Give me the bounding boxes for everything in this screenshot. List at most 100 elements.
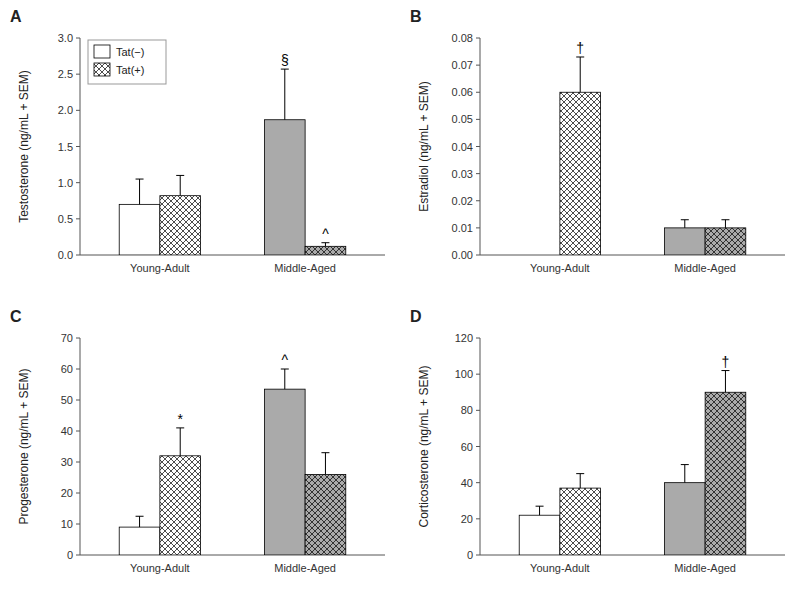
y-tick — [76, 555, 80, 556]
y-tick — [476, 255, 480, 256]
y-tick-label: 3.0 — [58, 32, 73, 44]
bar — [560, 488, 601, 555]
y-tick — [76, 431, 80, 432]
y-tick — [76, 493, 80, 494]
y-tick — [476, 38, 480, 39]
y-tick — [76, 524, 80, 525]
y-tick-label: 0.01 — [452, 222, 473, 234]
error-bar — [281, 69, 289, 120]
y-tick — [476, 227, 480, 228]
y-label: Estradiol (ng/mL + SEM) — [417, 81, 431, 212]
panel: C010203040506070Progesterone (ng/mL + SE… — [10, 308, 385, 574]
bar — [519, 255, 560, 256]
annotation: ^ — [322, 226, 329, 242]
y-tick — [76, 462, 80, 463]
y-tick-label: 0.03 — [452, 168, 473, 180]
annotation: † — [722, 354, 730, 370]
annotation: † — [576, 40, 584, 56]
x-tick-label: Middle-Aged — [674, 562, 736, 574]
x-tick-label: Young-Adult — [530, 262, 590, 274]
bars — [560, 57, 746, 255]
panel-title: C — [10, 308, 22, 325]
y-label: Testosterone (ng/mL + SEM) — [17, 70, 31, 223]
y-tick — [76, 255, 80, 256]
y-tick — [476, 92, 480, 93]
error-bar — [176, 175, 184, 195]
panel: D020406080100120Corticosterone (ng/mL + … — [410, 308, 785, 574]
y-tick — [476, 173, 480, 174]
legend-label: Tat(−) — [116, 46, 144, 58]
y-tick-label: 60 — [461, 441, 473, 453]
error-bar — [576, 57, 584, 92]
panel: A0.00.51.01.52.02.53.0Testosterone (ng/m… — [10, 8, 385, 274]
y-tick-label: 30 — [61, 456, 73, 468]
y-tick-label: 0.08 — [452, 32, 473, 44]
bar — [160, 456, 201, 555]
y-tick-label: 20 — [461, 513, 473, 525]
y-tick-label: 0.04 — [452, 141, 473, 153]
y-tick — [476, 482, 480, 483]
y-tick-label: 0.02 — [452, 195, 473, 207]
bar — [264, 389, 305, 555]
error-bar — [681, 465, 689, 483]
y-label: Progesterone (ng/mL + SEM) — [17, 369, 31, 525]
y-tick-label: 10 — [61, 518, 73, 530]
y-tick-label: 0 — [67, 549, 73, 561]
y-tick — [476, 338, 480, 339]
y-tick-label: 1.5 — [58, 141, 73, 153]
y-tick — [76, 182, 80, 183]
panel-title: B — [410, 8, 422, 25]
legend: Tat(−) Tat(+) — [88, 40, 166, 84]
error-bar — [576, 474, 584, 488]
y-tick — [476, 555, 480, 556]
y-tick-label: 0.06 — [452, 86, 473, 98]
bar — [119, 204, 160, 255]
y-tick — [476, 200, 480, 201]
error-bar — [321, 243, 329, 247]
y-tick-label: 0.0 — [58, 249, 73, 261]
y-tick-label: 50 — [61, 394, 73, 406]
bars — [519, 371, 746, 555]
bar — [519, 515, 560, 555]
y-tick-label: 0 — [467, 549, 473, 561]
legend-swatch — [94, 63, 110, 76]
y-tick — [76, 369, 80, 370]
y-axis — [480, 338, 481, 555]
y-tick-label: 0.07 — [452, 59, 473, 71]
error-bar — [536, 506, 544, 515]
y-tick — [76, 110, 80, 111]
bar — [119, 527, 160, 555]
y-tick — [476, 119, 480, 120]
legend-frame — [88, 40, 166, 84]
bar — [560, 92, 601, 255]
y-tick — [76, 400, 80, 401]
bar — [664, 228, 705, 255]
y-tick-label: 60 — [61, 363, 73, 375]
y-axis — [80, 338, 81, 555]
y-tick — [76, 146, 80, 147]
panel-title: D — [410, 308, 422, 325]
error-bar — [136, 516, 144, 527]
y-tick — [76, 218, 80, 219]
bars — [119, 69, 346, 255]
x-tick-label: Young-Adult — [130, 562, 190, 574]
bar — [705, 392, 746, 555]
bars — [119, 369, 346, 555]
y-axis — [80, 38, 81, 255]
y-tick — [476, 446, 480, 447]
bar — [305, 474, 346, 555]
error-bar — [721, 371, 729, 393]
bar — [305, 246, 346, 255]
error-bar — [721, 220, 729, 228]
legend-label: Tat(+) — [116, 64, 144, 76]
annotation: § — [281, 52, 289, 68]
y-tick-label: 40 — [461, 477, 473, 489]
y-tick-label: 100 — [455, 368, 473, 380]
x-tick-label: Middle-Aged — [674, 262, 736, 274]
error-bar — [136, 179, 144, 204]
bar — [160, 196, 201, 255]
annotation: ^ — [281, 352, 288, 368]
x-tick-label: Middle-Aged — [274, 262, 336, 274]
panel-title: A — [10, 8, 22, 25]
y-tick-label: 120 — [455, 332, 473, 344]
